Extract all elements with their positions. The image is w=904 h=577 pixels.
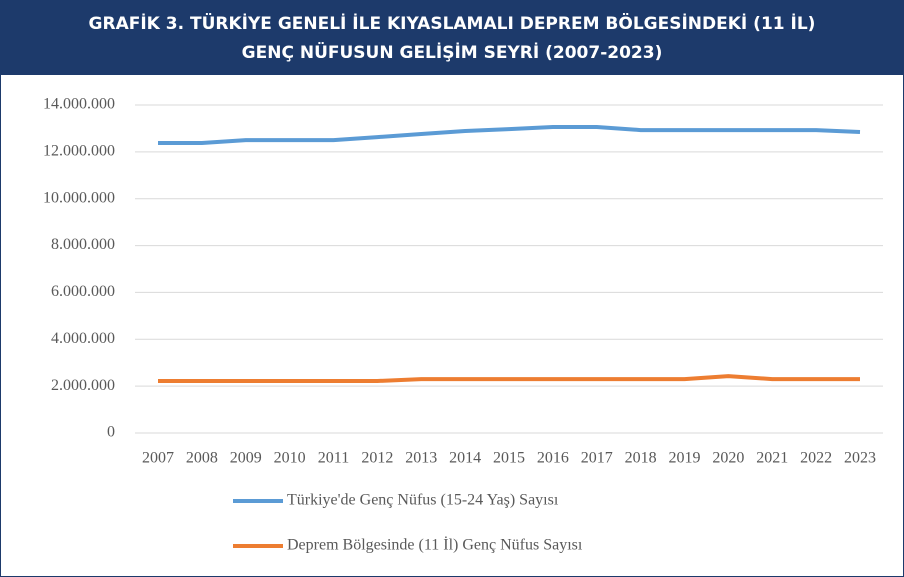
y-tick-label: 14.000.000 bbox=[43, 96, 115, 113]
legend-label: Türkiye'de Genç Nüfus (15-24 Yaş) Sayısı bbox=[287, 492, 559, 509]
x-tick-label: 2016 bbox=[537, 450, 569, 467]
x-tick-label: 2010 bbox=[274, 450, 306, 467]
x-tick-label: 2011 bbox=[318, 450, 349, 467]
x-tick-label: 2015 bbox=[493, 450, 525, 467]
x-tick-label: 2008 bbox=[186, 450, 218, 467]
y-tick-label: 10.000.000 bbox=[43, 189, 115, 206]
y-tick-label: 6.000.000 bbox=[51, 283, 115, 300]
x-tick-label: 2022 bbox=[800, 450, 832, 467]
chart-title: GENÇ NÜFUSUN GELİŞİM SEYRİ (2007-2023) bbox=[242, 41, 663, 63]
x-tick-label: 2021 bbox=[756, 450, 788, 467]
x-tick-label: 2014 bbox=[449, 450, 481, 467]
x-tick-label: 2019 bbox=[669, 450, 701, 467]
y-tick-label: 4.000.000 bbox=[51, 330, 115, 347]
x-tick-label: 2020 bbox=[712, 450, 744, 467]
x-tick-label: 2018 bbox=[625, 450, 657, 467]
y-tick-label: 8.000.000 bbox=[51, 236, 115, 253]
line-series bbox=[158, 125, 861, 145]
x-tick-label: 2017 bbox=[581, 450, 613, 467]
line-series bbox=[158, 374, 860, 383]
x-tick-label: 2009 bbox=[230, 450, 262, 467]
y-tick-label: 12.000.000 bbox=[43, 143, 115, 160]
y-tick-label: 2.000.000 bbox=[51, 377, 115, 394]
x-tick-label: 2007 bbox=[142, 450, 174, 467]
legend-label: Deprem Bölgesinde (11 İl) Genç Nüfus Say… bbox=[287, 536, 583, 554]
y-tick-label: 0 bbox=[107, 424, 115, 441]
chart-title: GRAFİK 3. TÜRKİYE GENELİ İLE KIYASLAMALI… bbox=[89, 12, 816, 34]
x-tick-label: 2013 bbox=[405, 450, 437, 467]
x-tick-label: 2012 bbox=[361, 450, 393, 467]
x-tick-label: 2023 bbox=[844, 450, 876, 467]
header-band bbox=[1, 1, 903, 75]
